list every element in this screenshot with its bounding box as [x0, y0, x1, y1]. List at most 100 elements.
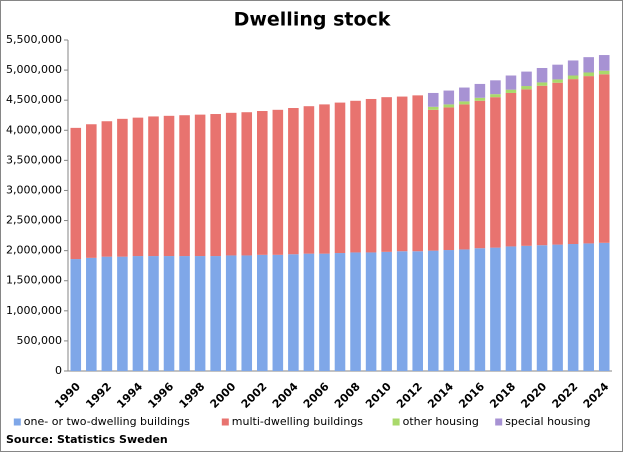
y-tick-label: 4,000,000: [6, 123, 62, 136]
y-tick-label: 2,500,000: [6, 214, 62, 227]
bar-segment: [521, 89, 532, 246]
bar-segment: [598, 70, 610, 75]
bar-segment: [101, 256, 113, 371]
bar-segment: [365, 98, 377, 253]
bar-segment: [490, 247, 501, 371]
bar-segment: [536, 82, 548, 86]
bar-segment: [163, 256, 175, 371]
bar-segment: [225, 255, 237, 371]
bar-segment: [350, 100, 361, 253]
y-tick-label: 5,500,000: [6, 33, 62, 46]
y-tick-label: 3,500,000: [6, 153, 62, 166]
legend-swatch: [495, 418, 503, 426]
bar-segment: [288, 254, 299, 371]
bar-segment: [257, 254, 268, 371]
bar-segment: [552, 244, 563, 371]
bar-segment: [536, 245, 548, 371]
bar-segment: [427, 250, 439, 371]
bar-segment: [567, 60, 579, 76]
bar-segment: [272, 254, 284, 371]
bar-segment: [552, 82, 563, 245]
bar-segment: [117, 118, 128, 257]
bar-segment: [474, 97, 486, 101]
bar-segment: [490, 80, 501, 95]
bar-segment: [427, 109, 439, 251]
bar-segment: [210, 114, 221, 257]
bar-segment: [598, 74, 610, 243]
bar-segment: [117, 256, 128, 371]
bar-segment: [505, 92, 517, 247]
bar-segment: [443, 250, 455, 371]
bar-segment: [86, 124, 97, 258]
bar-segment: [241, 112, 253, 256]
bar-segment: [303, 253, 315, 371]
bar-segment: [443, 104, 455, 108]
bar-segment: [521, 86, 532, 90]
bar-segment: [412, 95, 423, 252]
bar-segment: [132, 117, 144, 257]
bar-segment: [505, 89, 517, 93]
bar-segment: [505, 246, 517, 371]
bar-segment: [427, 106, 439, 110]
source-note: Source: Statistics Sweden: [6, 433, 168, 446]
y-tick-label: 5,000,000: [6, 63, 62, 76]
bar-segment: [521, 245, 532, 371]
bar-segment: [443, 90, 455, 105]
bar-segment: [225, 112, 237, 256]
bar-segment: [350, 252, 361, 371]
bar-segment: [101, 121, 113, 257]
y-tick-label: 2,000,000: [6, 244, 62, 257]
bar-segment: [459, 87, 470, 102]
bar-segment: [459, 249, 470, 371]
legend-label: special housing: [505, 415, 590, 428]
y-tick-label: 0: [55, 364, 62, 377]
bar-segment: [179, 256, 190, 371]
bar-segment: [70, 127, 82, 260]
bar-segment: [552, 64, 563, 80]
legend-swatch: [13, 418, 21, 426]
bar-segment: [272, 109, 284, 255]
bar-segment: [583, 243, 594, 371]
bar-segment: [412, 251, 423, 371]
bar-segment: [257, 111, 268, 255]
bar-segment: [194, 256, 206, 371]
bar-segment: [459, 101, 470, 105]
bar-segment: [334, 102, 346, 254]
bar-segment: [148, 116, 159, 257]
bar-segment: [536, 85, 548, 246]
bar-segment: [552, 79, 563, 83]
bar-segment: [210, 256, 221, 371]
bar-segment: [381, 251, 392, 371]
bar-segment: [319, 253, 330, 371]
bar-segment: [334, 253, 346, 371]
bar-segment: [241, 255, 253, 371]
bar-segment: [381, 97, 392, 252]
bar-segment: [179, 115, 190, 257]
bar-segment: [86, 257, 97, 371]
y-tick-label: 1,000,000: [6, 304, 62, 317]
bar-segment: [598, 55, 610, 71]
y-tick-label: 3,000,000: [6, 183, 62, 196]
bar-segment: [567, 75, 579, 80]
bar-segment: [474, 83, 486, 98]
bar-segment: [583, 76, 594, 244]
bar-segment: [536, 67, 548, 83]
bar-segment: [567, 244, 579, 371]
bar-segment: [490, 97, 501, 248]
bar-segment: [521, 71, 532, 87]
bar-segment: [396, 251, 408, 371]
bar-segment: [505, 75, 517, 90]
legend-label: other housing: [403, 415, 479, 428]
bar-segment: [459, 104, 470, 250]
bar-segment: [70, 259, 82, 371]
legend-label: multi-dwelling buildings: [232, 415, 364, 428]
bar-segment: [365, 252, 377, 371]
bar-segment: [148, 256, 159, 371]
bar-segment: [396, 96, 408, 252]
chart-title: Dwelling stock: [234, 9, 391, 31]
legend-swatch: [392, 418, 400, 426]
y-tick-label: 1,500,000: [6, 274, 62, 287]
bar-segment: [194, 114, 206, 257]
bar-segment: [132, 256, 144, 371]
